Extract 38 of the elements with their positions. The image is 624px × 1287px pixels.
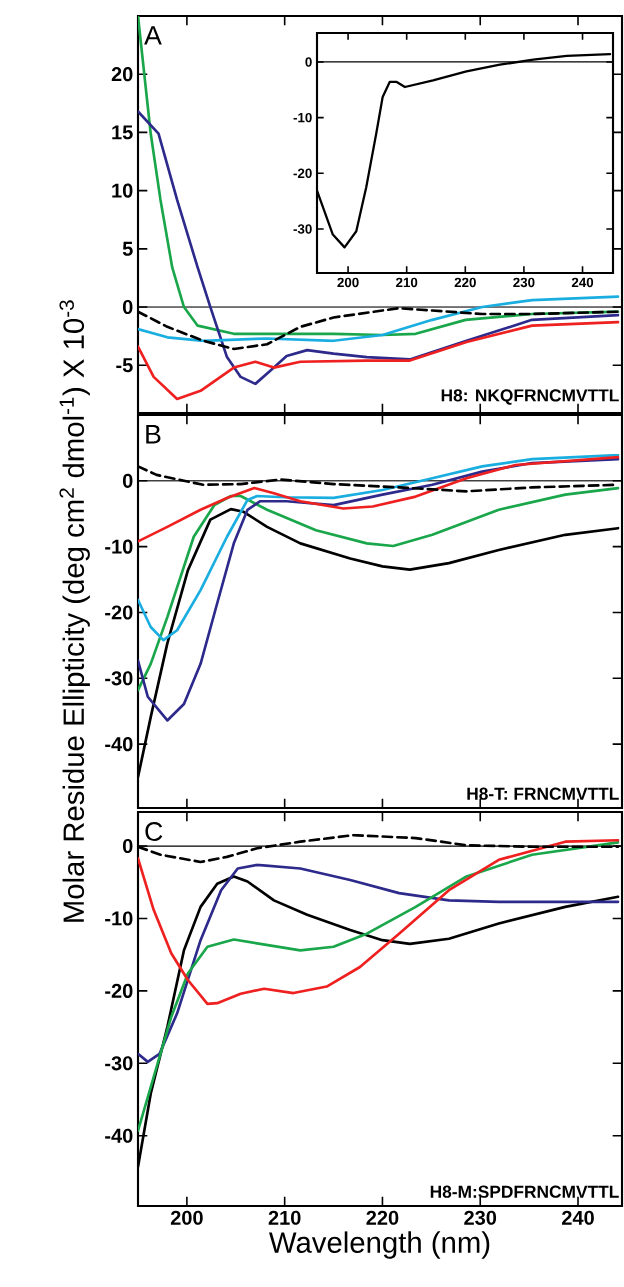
x-tick-label: 240 <box>562 1210 594 1225</box>
annotation: B <box>146 425 161 444</box>
y-tick-label: 20 <box>111 67 133 82</box>
annotation: H8-M:SPDFRNCMVTTL <box>430 1185 619 1198</box>
y-tick-label: 0 <box>122 473 133 488</box>
x-tick-label: 210 <box>268 1210 301 1225</box>
x-tick-label: 220 <box>366 1210 399 1225</box>
x-tick-label: 230 <box>464 1210 497 1225</box>
annotation: A <box>144 26 162 45</box>
y-tick-label: 10 <box>112 183 133 198</box>
annotation: H8: NKQFRNCMVTTL <box>441 389 619 405</box>
y-tick-label: -20 <box>105 605 133 620</box>
y-tick-label: 0 <box>305 57 312 67</box>
annotation: C <box>145 822 163 841</box>
annotation: H8-T: FRNCMVTTL <box>467 787 619 800</box>
y-tick-label: -30 <box>105 1056 133 1071</box>
y-axis-title: Molar Residue Ellipticity (deg cm$^{2}$ dmol$^{-1}$) X 10$^{-3}$ <box>59 300 90 922</box>
y-tick-label: 0 <box>122 838 133 854</box>
y-tick-label: 15 <box>112 125 133 140</box>
y-tick-label: -20 <box>293 168 312 179</box>
x-tick-label: 210 <box>396 277 418 288</box>
y-tick-label: -10 <box>293 112 312 123</box>
y-tick-label: -5 <box>116 358 133 373</box>
y-tick-label: 5 <box>122 241 133 256</box>
y-tick-label: 0 <box>122 299 133 315</box>
y-tick-label: -40 <box>105 1128 133 1143</box>
y-tick-label: -10 <box>105 539 133 554</box>
x-axis-title: Wavelength (nm) <box>269 1231 490 1259</box>
x-tick-label: 240 <box>571 277 594 288</box>
y-tick-label: -40 <box>105 737 133 752</box>
x-tick-label: 200 <box>337 277 359 288</box>
y-tick-label: -30 <box>293 224 312 234</box>
y-tick-label: -10 <box>105 911 133 926</box>
x-tick-label: 200 <box>170 1210 203 1225</box>
y-tick-label: -20 <box>105 983 133 998</box>
x-tick-label: 220 <box>454 277 476 288</box>
y-tick-label: -30 <box>105 671 133 686</box>
x-tick-label: 230 <box>513 277 535 288</box>
